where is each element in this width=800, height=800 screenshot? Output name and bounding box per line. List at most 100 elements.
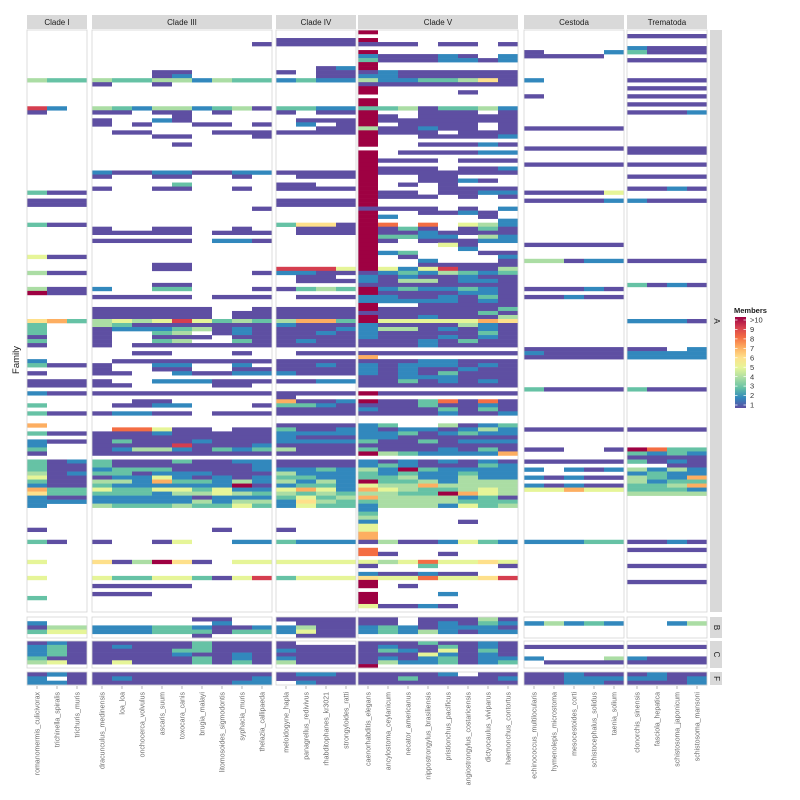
heatmap-cell — [438, 323, 458, 328]
heatmap-cell — [172, 70, 192, 75]
heatmap-cell — [27, 491, 47, 496]
heatmap-cell — [252, 339, 272, 344]
heatmap-cell — [316, 617, 336, 622]
heatmap-cell — [212, 170, 232, 175]
heatmap-cell — [336, 38, 356, 43]
heatmap-cell — [667, 34, 687, 39]
heatmap-cell — [152, 363, 172, 368]
heatmap-cell — [358, 383, 378, 388]
heatmap-cell — [398, 339, 418, 344]
heatmap-cell — [687, 467, 707, 472]
heatmap-cell — [152, 262, 172, 268]
heatmap-cell — [564, 680, 584, 686]
x-tick-label: hymenolepis_microstoma — [552, 692, 559, 771]
heatmap-cell — [498, 475, 518, 480]
heatmap-cell — [564, 676, 584, 681]
heatmap-cell — [418, 314, 438, 320]
heatmap-cell — [524, 656, 544, 661]
heatmap-cell — [378, 551, 398, 557]
heatmap-cell — [276, 343, 296, 348]
heatmap-cell — [316, 130, 336, 135]
heatmap-cell — [336, 367, 356, 372]
heatmap-cell — [458, 74, 478, 79]
heatmap-cell — [112, 625, 132, 630]
heatmap-cell — [232, 186, 252, 191]
heatmap-cell — [336, 78, 356, 83]
heatmap-cell — [132, 641, 152, 646]
heatmap-cell — [358, 182, 378, 187]
heatmap-cell — [458, 206, 478, 211]
x-tick-label: fasciola_hepatica — [655, 692, 662, 746]
heatmap-cell — [398, 306, 418, 312]
heatmap-cell — [232, 314, 252, 320]
heatmap-cell — [398, 383, 418, 388]
heatmap-cell — [276, 339, 296, 344]
heatmap-cell — [47, 411, 67, 416]
heatmap-cell — [524, 467, 544, 472]
heatmap-cell — [438, 660, 458, 665]
heatmap-cell — [498, 274, 518, 280]
heatmap-cell — [498, 74, 518, 79]
heatmap-cell — [378, 571, 398, 577]
panel-frame — [626, 640, 708, 669]
heatmap-cell — [358, 339, 378, 344]
heatmap-cell — [358, 30, 378, 35]
heatmap-cell — [544, 126, 564, 131]
heatmap-cell — [27, 527, 47, 533]
heatmap-cell — [478, 314, 498, 320]
heatmap-cell — [296, 644, 316, 650]
heatmap-cell — [276, 70, 296, 75]
heatmap-cell — [316, 294, 336, 300]
heatmap-cell — [458, 118, 478, 123]
heatmap-cell — [458, 134, 478, 139]
heatmap-cell — [232, 503, 252, 508]
heatmap-cell — [358, 323, 378, 328]
heatmap-cell — [192, 575, 212, 581]
heatmap-cell — [398, 539, 418, 545]
heatmap-cell — [458, 652, 478, 657]
heatmap-cell — [584, 242, 604, 248]
heatmap-cell — [378, 54, 398, 59]
heatmap-cell — [378, 379, 398, 384]
heatmap-cell — [627, 94, 647, 99]
heatmap-cell — [458, 648, 478, 653]
heatmap-cell — [316, 286, 336, 292]
heatmap-cell — [544, 198, 564, 203]
heatmap-cell — [458, 130, 478, 135]
heatmap-cell — [544, 146, 564, 151]
heatmap-cell — [92, 363, 112, 368]
heatmap-cell — [438, 375, 458, 380]
heatmap-cell — [378, 206, 398, 211]
heatmap-cell — [398, 74, 418, 79]
heatmap-cell — [438, 575, 458, 581]
heatmap-cell — [47, 254, 67, 260]
heatmap-cell — [478, 399, 498, 404]
heatmap-cell — [667, 86, 687, 91]
heatmap-cell — [67, 439, 87, 444]
heatmap-cell — [524, 198, 544, 203]
heatmap-cell — [418, 641, 438, 646]
heatmap-cell — [336, 266, 356, 272]
heatmap-cell — [438, 122, 458, 127]
heatmap-cell — [478, 463, 498, 468]
heatmap-cell — [172, 335, 192, 340]
heatmap-cell — [358, 242, 378, 248]
heatmap-cell — [112, 503, 132, 508]
heatmap-cell — [92, 371, 112, 376]
heatmap-cell — [418, 617, 438, 622]
heatmap-cell — [152, 335, 172, 340]
heatmap-cell — [92, 575, 112, 581]
heatmap-cell — [524, 644, 544, 650]
heatmap-cell — [398, 54, 418, 59]
heatmap-cell — [418, 672, 438, 677]
heatmap-cell — [458, 42, 478, 47]
heatmap-cell — [192, 479, 212, 484]
heatmap-cell — [584, 162, 604, 167]
x-tick-label: trichuris_muris — [75, 692, 82, 738]
heatmap-cell — [212, 672, 232, 677]
heatmap-cell — [296, 363, 316, 368]
heatmap-cell — [667, 656, 687, 661]
heatmap-cell — [232, 483, 252, 488]
heatmap-cell — [498, 266, 518, 272]
heatmap-cell — [358, 547, 378, 553]
